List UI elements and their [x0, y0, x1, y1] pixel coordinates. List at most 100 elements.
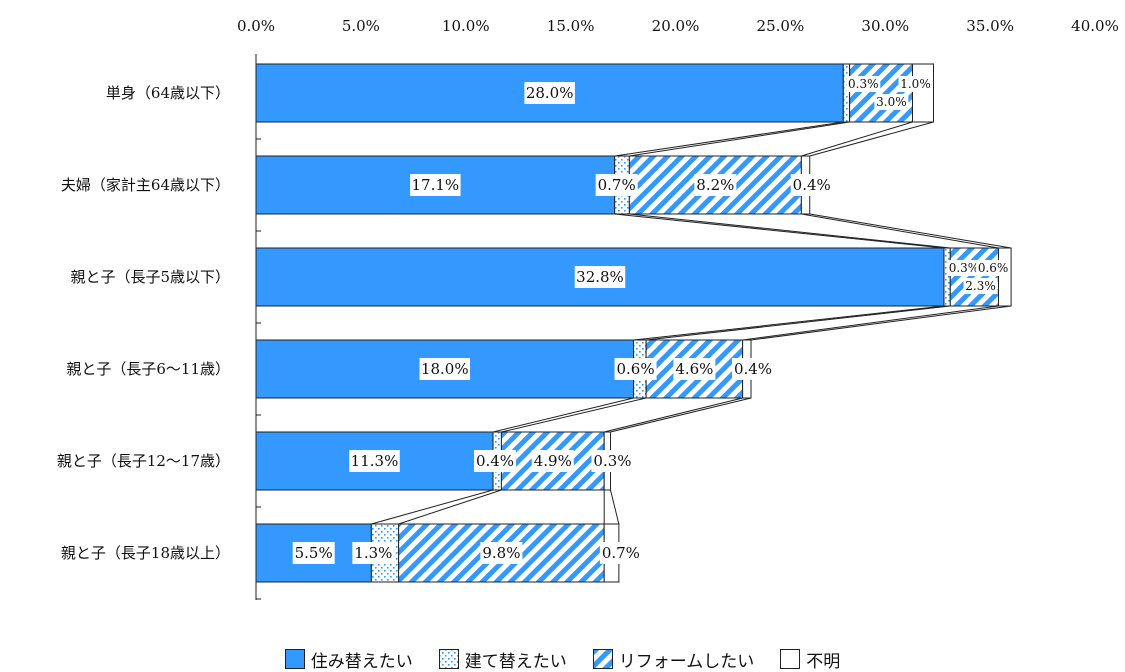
category-label: 親と子（長子12～17歳）: [57, 452, 230, 470]
category-label: 夫婦（家計主64歳以下）: [61, 176, 230, 194]
series-line: [398, 489, 502, 525]
data-label-box: [599, 542, 642, 564]
data-label-box: [352, 542, 395, 564]
data-label-text: 0.3%: [949, 261, 980, 275]
series-line: [633, 305, 945, 341]
data-label: 0.7%: [599, 542, 642, 564]
data-label-box: [595, 174, 638, 196]
data-label-text: 5.5%: [295, 544, 333, 562]
chart: 0.0% 5.0% 10.0% 15.0% 20.0% 25.0% 30.0% 35.0% 40…: [57, 17, 1119, 600]
category-label: 単身（64歳以下）: [106, 84, 230, 102]
series-line: [609, 489, 620, 525]
data-label: 0.3%: [846, 76, 881, 92]
data-label-text: 32.8%: [576, 268, 624, 286]
data-label-text: 0.6%: [978, 261, 1009, 275]
data-label: 8.2%: [694, 174, 737, 196]
bar-segment: [842, 63, 851, 123]
data-label: 0.3%: [591, 450, 634, 472]
data-label-box: [846, 76, 881, 92]
x-tick-label: 0.0%: [237, 17, 275, 35]
legend-item: 住み替えたい: [284, 647, 413, 672]
series-line: [610, 397, 752, 433]
category-label: 親と子（長子18歳以上）: [61, 544, 230, 562]
data-label-box: [410, 174, 461, 196]
data-label-box: [874, 94, 909, 110]
data-label: 9.8%: [480, 542, 523, 564]
data-label-box: [790, 174, 833, 196]
legend-item: 建て替えたい: [438, 647, 567, 672]
series-line: [492, 397, 634, 433]
data-label: 4.9%: [531, 450, 574, 472]
category-label: 親と子（長子5歳以下）: [70, 268, 230, 286]
data-label-box: [480, 542, 523, 564]
legend-swatch: [438, 649, 459, 669]
data-label-text: 4.9%: [534, 452, 572, 470]
data-labels: 28.0% 0.3% 1.0% 3.0% 17.1% 0.7% 8.2% 0.4% 32.8% 0…: [292, 76, 1011, 564]
data-label-text: 0.4%: [476, 452, 514, 470]
data-label-text: 0.7%: [598, 176, 636, 194]
x-tick-label: 10.0%: [442, 17, 490, 35]
data-label-text: 0.3%: [848, 77, 879, 91]
legend-label: 不明: [806, 651, 841, 672]
category-label: 親と子（長子6～11歳）: [66, 360, 230, 378]
series-line: [629, 121, 850, 157]
data-label: 0.4%: [474, 450, 517, 472]
data-label: 0.3%: [946, 260, 981, 276]
data-label-box: [946, 260, 981, 276]
data-label-text: 0.6%: [616, 360, 654, 378]
data-label: 32.8%: [574, 266, 626, 288]
data-label-text: 18.0%: [421, 360, 469, 378]
data-label-text: 0.4%: [734, 360, 772, 378]
data-label: 18.0%: [419, 358, 471, 380]
legend: 住み替えたい 建て替えたい リフォームしたい 不明: [0, 647, 1125, 672]
x-axis: 0.0% 5.0% 10.0% 15.0% 20.0% 25.0% 30.0% 35.0% 40…: [237, 17, 1119, 600]
data-label: 1.0%: [898, 76, 933, 92]
data-label-text: 0.3%: [593, 452, 631, 470]
x-tick-label: 5.0%: [342, 17, 380, 35]
data-label: 0.4%: [790, 174, 833, 196]
data-label: 1.3%: [352, 542, 395, 564]
series-line: [371, 489, 494, 525]
data-label-text: 9.8%: [482, 544, 520, 562]
data-label-box: [898, 76, 933, 92]
data-label-text: 1.3%: [354, 544, 392, 562]
data-label: 11.3%: [349, 450, 400, 472]
series-line: [809, 213, 1012, 249]
data-label: 2.3%: [963, 278, 998, 294]
bar-segment: [998, 247, 1012, 307]
legend-item: リフォームしたい: [592, 647, 755, 672]
series-lines: [371, 121, 1012, 525]
data-label-box: [419, 358, 471, 380]
data-label: 0.6%: [614, 358, 657, 380]
data-label-text: 1.0%: [900, 77, 931, 91]
x-tick-label: 35.0%: [966, 17, 1014, 35]
data-label: 28.0%: [524, 82, 575, 104]
data-label-text: 2.3%: [965, 279, 996, 293]
legend-label: リフォームしたい: [618, 651, 755, 672]
series-line: [604, 397, 743, 433]
data-label-box: [614, 358, 657, 380]
data-label-box: [732, 358, 775, 380]
legend-swatch: [780, 649, 801, 669]
category-labels: 単身（64歳以下） 夫婦（家計主64歳以下） 親と子（長子5歳以下） 親と子（長子6～…: [57, 84, 230, 562]
data-label: 3.0%: [874, 94, 909, 110]
data-label-box: [349, 450, 400, 472]
series-line: [742, 305, 999, 341]
series-line: [614, 121, 844, 157]
data-label-text: 8.2%: [696, 176, 734, 194]
data-label-box: [574, 266, 626, 288]
data-label-box: [591, 450, 634, 472]
legend-label: 住み替えたい: [310, 651, 413, 672]
x-tick-label: 30.0%: [861, 17, 909, 35]
data-label: 4.6%: [673, 358, 716, 380]
bars: [255, 63, 1012, 583]
data-label-box: [292, 542, 335, 564]
data-label-box: [474, 450, 517, 472]
data-label-box: [673, 358, 716, 380]
series-line: [809, 121, 934, 157]
series-line: [750, 305, 1012, 341]
legend-label: 建て替えたい: [464, 651, 567, 672]
data-label-box: [694, 174, 737, 196]
series-line: [629, 213, 951, 249]
data-label: 17.1%: [410, 174, 461, 196]
